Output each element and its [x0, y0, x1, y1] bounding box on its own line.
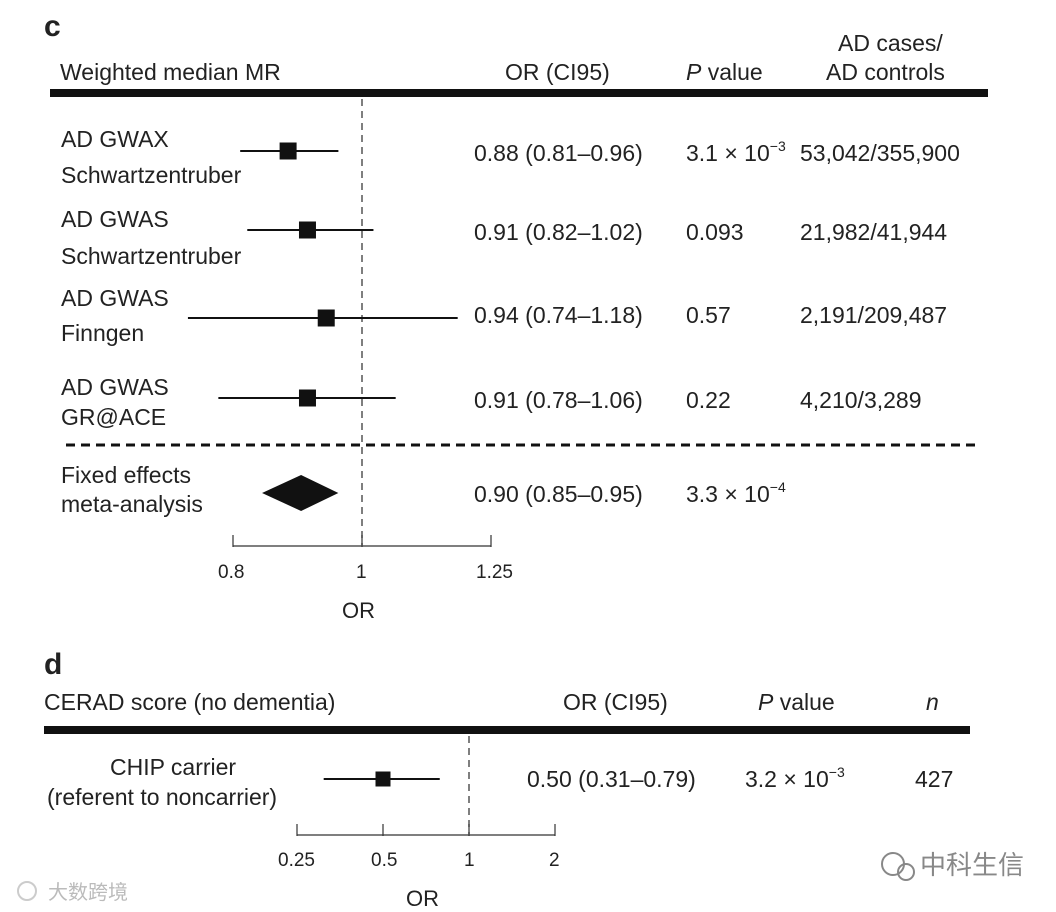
panel-c-cases-header-line2: AD controls	[826, 59, 945, 85]
row-label-line1: AD GWAS	[61, 374, 169, 400]
p-header-suffix: value	[701, 59, 763, 85]
x-axis-title: OR	[406, 886, 439, 911]
row-cases-controls: 21,982/41,944	[800, 219, 948, 245]
p-base: 0.093	[686, 219, 744, 245]
row-or-ci: 0.91 (0.82–1.02)	[474, 219, 643, 245]
p-base: 3.2 × 10	[745, 766, 829, 792]
panel-label-d: d	[44, 648, 63, 681]
wechat-icon	[881, 852, 905, 876]
panel-c-or-header: OR (CI95)	[505, 59, 610, 85]
p-exponent: −3	[769, 138, 786, 154]
row-or-ci: 0.94 (0.74–1.18)	[474, 302, 643, 328]
point-estimate-square	[298, 221, 316, 239]
p-base: 0.22	[686, 387, 731, 413]
row-label-line2: (referent to noncarrier)	[47, 784, 278, 810]
panel-c-cases-header-line1: AD cases/	[838, 30, 943, 56]
watermark-logo-icon	[17, 881, 37, 901]
panel-c-p-header: P value	[686, 59, 763, 85]
row-cases-controls: 2,191/209,487	[800, 302, 948, 328]
x-tick-label: 0.25	[278, 850, 315, 871]
row-label-line1: AD GWAS	[61, 206, 169, 232]
watermark-left: 大数跨境	[48, 882, 128, 904]
x-tick-label: 0.8	[218, 562, 245, 583]
watermark-right: 中科生信	[920, 850, 1025, 880]
p-base: 3.1 × 10	[686, 140, 770, 166]
row-label-line2: GR@ACE	[61, 404, 167, 430]
panel-d-p-header: P value	[758, 689, 835, 715]
summary-or-ci: 0.90 (0.85–0.95)	[474, 481, 643, 507]
p-base: 3.3 × 10	[686, 481, 770, 507]
panel-d-header-rule	[44, 726, 970, 734]
row-label-line1: AD GWAX	[61, 126, 169, 152]
point-estimate-square	[317, 309, 335, 327]
panel-c-header-rule	[50, 89, 988, 97]
x-axis-title: OR	[342, 598, 375, 623]
row-label-line1: AD GWAS	[61, 285, 169, 311]
row-p-value: 0.57	[686, 302, 731, 328]
point-estimate-square	[279, 142, 297, 160]
x-tick-label: 0.5	[371, 850, 398, 871]
row-or-ci: 0.91 (0.78–1.06)	[474, 387, 643, 413]
row-label-line2: Finngen	[61, 320, 145, 346]
p-header-suffix: value	[773, 689, 835, 715]
row-cases-controls: 53,042/355,900	[800, 140, 960, 166]
panel-d-title: CERAD score (no dementia)	[44, 689, 336, 715]
p-italic: P	[686, 59, 702, 85]
p-exponent: −4	[769, 479, 786, 495]
row-p-value: 0.093	[686, 219, 744, 245]
p-italic: P	[758, 689, 774, 715]
x-tick-label: 1.25	[476, 562, 513, 583]
row-or-ci: 0.50 (0.31–0.79)	[527, 766, 696, 792]
panel-label-c: c	[44, 10, 61, 43]
p-exponent: −3	[828, 764, 845, 780]
row-p-value: 3.1 × 10−3	[686, 138, 786, 166]
n-italic: n	[926, 689, 939, 715]
panel-d-n-header: n	[926, 689, 939, 715]
x-tick-label: 1	[464, 850, 475, 871]
row-n: 427	[915, 766, 954, 792]
row-p-value: 0.22	[686, 387, 731, 413]
summary-p-value: 3.3 × 10−4	[686, 479, 786, 507]
x-tick-label: 1	[356, 562, 367, 583]
row-p-value: 3.2 × 10−3	[745, 764, 845, 792]
wechat-icon	[897, 863, 915, 881]
summary-label-line2: meta-analysis	[61, 491, 203, 517]
row-label-line2: Schwartzentruber	[61, 243, 242, 269]
point-estimate-square	[298, 389, 316, 407]
p-base: 0.57	[686, 302, 731, 328]
panel-d-or-header: OR (CI95)	[563, 689, 668, 715]
summary-label-line1: Fixed effects	[61, 462, 191, 488]
panel-c-title: Weighted median MR	[60, 59, 281, 85]
row-or-ci: 0.88 (0.81–0.96)	[474, 140, 643, 166]
row-label-line1: CHIP carrier	[110, 754, 237, 780]
point-estimate-square	[375, 771, 391, 787]
row-label-line2: Schwartzentruber	[61, 162, 242, 188]
summary-diamond	[262, 475, 339, 511]
x-tick-label: 2	[549, 850, 560, 871]
row-cases-controls: 4,210/3,289	[800, 387, 922, 413]
